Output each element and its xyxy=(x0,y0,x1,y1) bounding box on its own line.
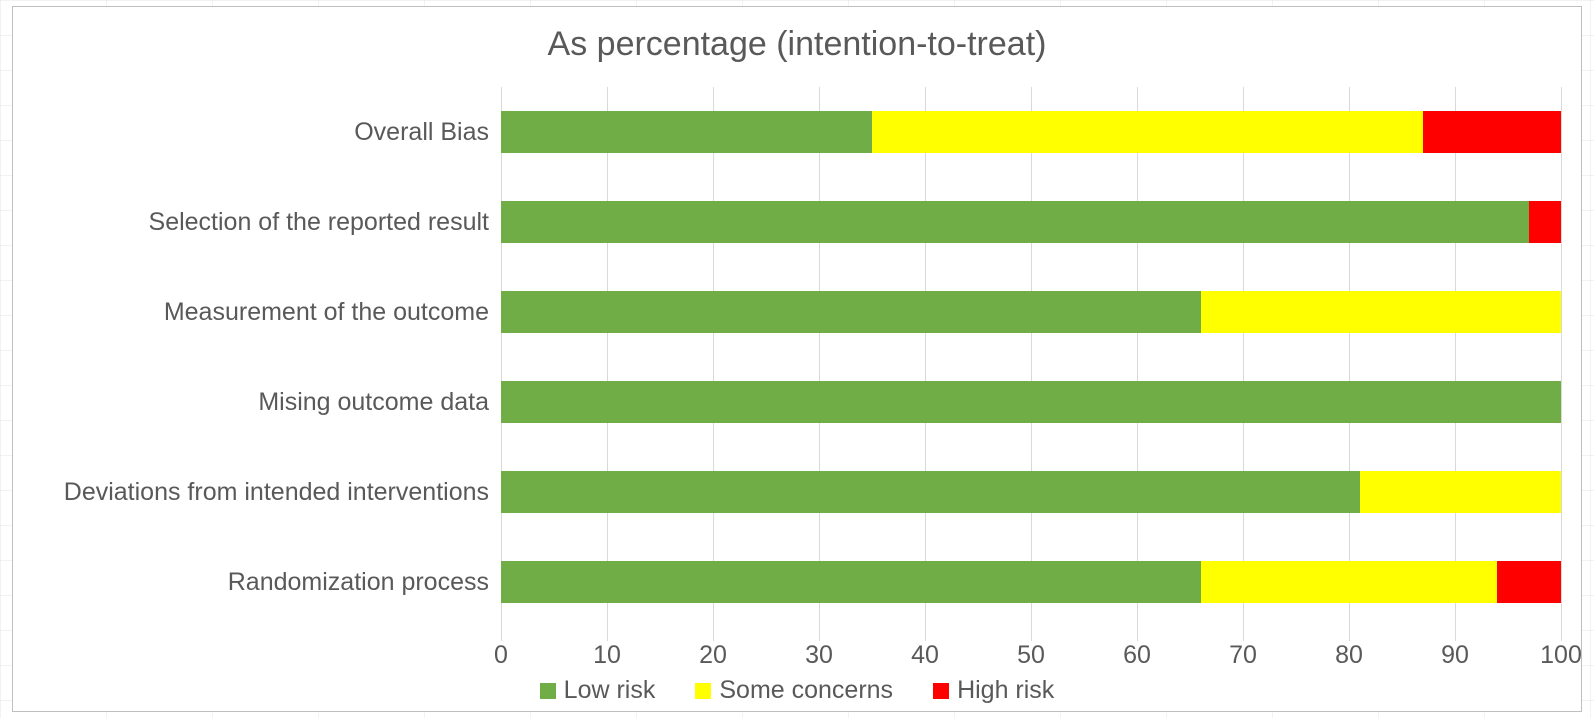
legend-item-some[interactable]: Some concerns xyxy=(695,676,893,705)
chart-title: As percentage (intention-to-treat) xyxy=(13,25,1581,64)
stacked-bar[interactable] xyxy=(501,561,1561,603)
bar-track xyxy=(501,447,1561,537)
stacked-bar[interactable] xyxy=(501,291,1561,333)
bar-segment-some[interactable] xyxy=(1360,471,1561,513)
plot-area: Overall Bias Selection of the reported re… xyxy=(33,87,1561,641)
category-label: Mising outcome data xyxy=(33,388,501,417)
bar-segment-low[interactable] xyxy=(501,471,1360,513)
spreadsheet-area: As percentage (intention-to-treat) Overa… xyxy=(0,0,1594,718)
bar-segment-low[interactable] xyxy=(501,291,1201,333)
x-tick-label: 20 xyxy=(699,641,727,670)
stacked-bar[interactable] xyxy=(501,111,1561,153)
legend-item-high[interactable]: High risk xyxy=(933,676,1054,705)
bar-track xyxy=(501,267,1561,357)
chart-row: Randomization process xyxy=(33,537,1561,627)
bar-segment-low[interactable] xyxy=(501,381,1561,423)
x-tick-label: 50 xyxy=(1017,641,1045,670)
x-tick-label: 90 xyxy=(1441,641,1469,670)
legend-item-low[interactable]: Low risk xyxy=(540,676,656,705)
bar-segment-high[interactable] xyxy=(1529,201,1561,243)
x-tick-label: 10 xyxy=(593,641,621,670)
legend: Low risk Some concerns High risk xyxy=(13,676,1581,705)
chart-container[interactable]: As percentage (intention-to-treat) Overa… xyxy=(12,6,1582,712)
legend-swatch xyxy=(540,683,556,699)
bar-track xyxy=(501,177,1561,267)
stacked-bar[interactable] xyxy=(501,381,1561,423)
bar-segment-high[interactable] xyxy=(1423,111,1561,153)
bar-track xyxy=(501,87,1561,177)
x-tick-label: 40 xyxy=(911,641,939,670)
stacked-bar[interactable] xyxy=(501,201,1561,243)
legend-swatch xyxy=(695,683,711,699)
bar-segment-high[interactable] xyxy=(1497,561,1561,603)
bar-segment-some[interactable] xyxy=(1201,291,1561,333)
bar-segment-low[interactable] xyxy=(501,201,1529,243)
gridline xyxy=(1561,87,1562,641)
x-tick-label: 60 xyxy=(1123,641,1151,670)
stacked-bar[interactable] xyxy=(501,471,1561,513)
chart-row: Deviations from intended interventions xyxy=(33,447,1561,537)
category-label: Overall Bias xyxy=(33,118,501,147)
x-tick-label: 100 xyxy=(1540,641,1582,670)
chart-row: Mising outcome data xyxy=(33,357,1561,447)
bar-segment-some[interactable] xyxy=(1201,561,1498,603)
legend-label: Some concerns xyxy=(719,676,893,705)
legend-label: High risk xyxy=(957,676,1054,705)
chart-row: Selection of the reported result xyxy=(33,177,1561,267)
bar-segment-low[interactable] xyxy=(501,561,1201,603)
x-tick-label: 70 xyxy=(1229,641,1257,670)
category-label: Deviations from intended interventions xyxy=(33,478,501,507)
bar-track xyxy=(501,357,1561,447)
category-label: Measurement of the outcome xyxy=(33,298,501,327)
x-axis: 0102030405060708090100 xyxy=(501,641,1561,671)
bar-track xyxy=(501,537,1561,627)
x-tick-label: 0 xyxy=(494,641,508,670)
legend-swatch xyxy=(933,683,949,699)
legend-label: Low risk xyxy=(564,676,656,705)
category-label: Selection of the reported result xyxy=(33,208,501,237)
x-tick-label: 30 xyxy=(805,641,833,670)
chart-row: Measurement of the outcome xyxy=(33,267,1561,357)
bar-segment-low[interactable] xyxy=(501,111,872,153)
x-tick-label: 80 xyxy=(1335,641,1363,670)
bar-segment-some[interactable] xyxy=(872,111,1423,153)
category-label: Randomization process xyxy=(33,568,501,597)
chart-row: Overall Bias xyxy=(33,87,1561,177)
